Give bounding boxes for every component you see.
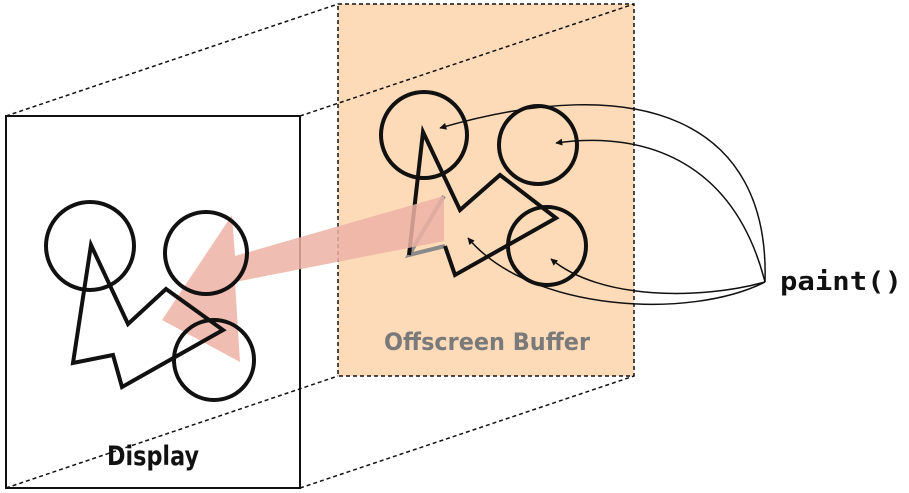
buffer-polygon (407, 124, 560, 278)
offscreen-buffer-panel (337, 3, 635, 377)
buffer-circle-top-right (497, 104, 579, 186)
display-label: Display (107, 441, 199, 472)
buffer-circle-top-left (379, 90, 469, 180)
display-shapes (44, 200, 256, 402)
perspective-lines (5, 3, 635, 489)
paint-arrow-to-top-right-circle (555, 138, 766, 283)
paint-arrow-to-top-left-circle (439, 103, 766, 283)
display-circle-top-right (163, 210, 249, 296)
paint-label: paint() (780, 267, 902, 297)
buffer-shapes (379, 90, 588, 287)
display-panel (5, 115, 301, 489)
paint-arrow-to-bottom-circle (550, 258, 766, 295)
paint-arrow-to-polygon (467, 237, 766, 306)
display-circle-bottom (172, 318, 256, 402)
buffer-circle-bottom (506, 205, 588, 287)
paint-call-arrows (439, 103, 766, 306)
display-circle-top-left (44, 200, 136, 292)
transfer-arrow (162, 196, 444, 362)
offscreen-buffer-label: Offscreen Buffer (384, 328, 590, 356)
